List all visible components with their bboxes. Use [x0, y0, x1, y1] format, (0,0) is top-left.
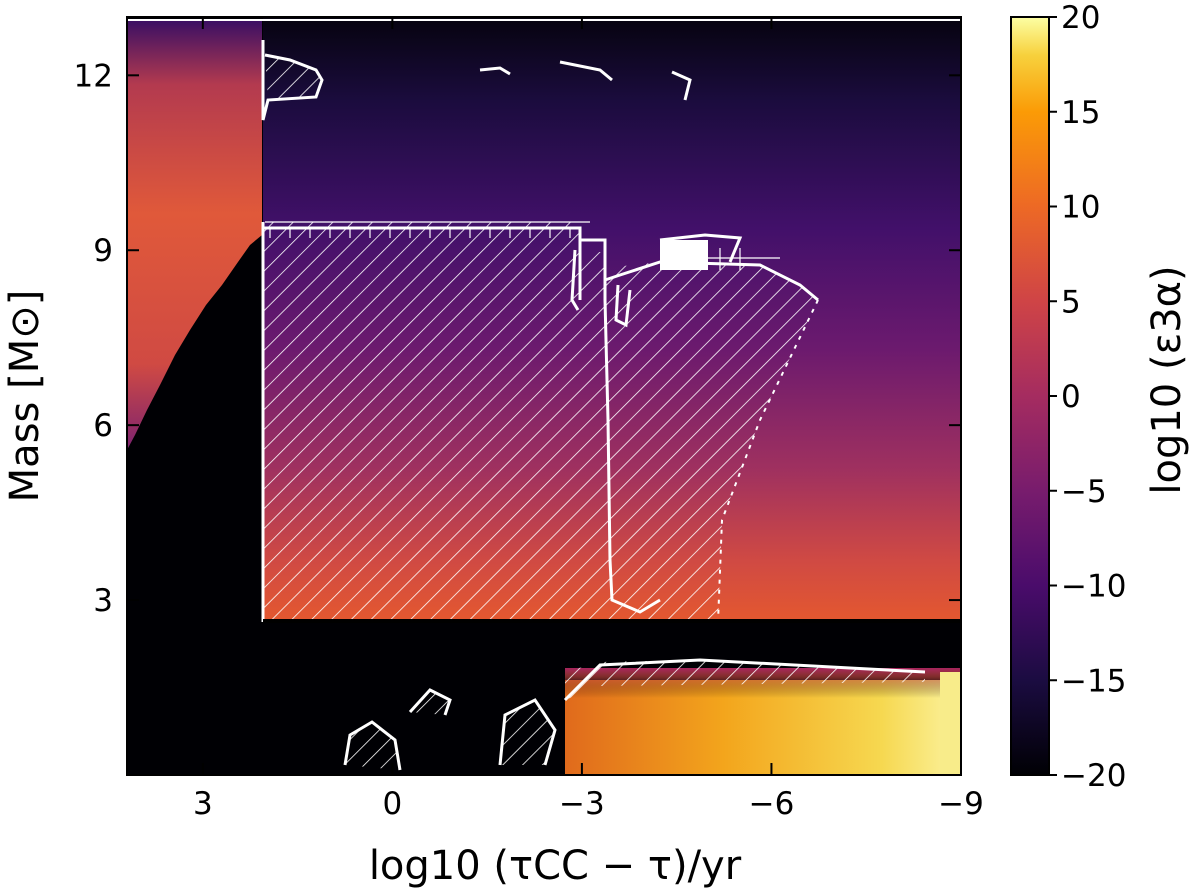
colorbar-tick-label: −15	[1061, 663, 1126, 699]
colorbar-tick-label: 0	[1061, 379, 1081, 415]
colorbar-tick-label: 20	[1061, 0, 1100, 36]
y-tick-label: 6	[93, 408, 113, 444]
x-tick-label: 0	[382, 786, 402, 822]
colorbar-tick-label: −20	[1061, 758, 1126, 794]
y-tick-label: 9	[93, 233, 113, 269]
colorbar-tick-label: −5	[1061, 474, 1107, 510]
heatmap	[127, 17, 961, 775]
heatmap-region-core-strip	[940, 672, 961, 775]
colorbar-tick-label: 10	[1061, 190, 1100, 226]
x-tick-label: 3	[193, 786, 213, 822]
convective-zone-top	[265, 55, 322, 100]
heatmap-region-early	[127, 20, 262, 450]
colorbar-label-text: log10 (ε3α)	[1144, 265, 1190, 494]
colorbar-tick-label: 15	[1061, 95, 1100, 131]
x-tick-label: −3	[559, 786, 605, 822]
colorbar-tick-label: 5	[1061, 284, 1081, 320]
plot-frame	[126, 16, 962, 776]
y-tick-label: 12	[74, 58, 113, 94]
boundary-band	[263, 619, 961, 623]
colorbar-label: log10 (ε3α)	[1144, 265, 1190, 494]
y-axis-label: Mass [M⊙]	[2, 290, 48, 503]
y-axis: 3 6 9 12	[74, 58, 961, 619]
y-tick-label: 3	[93, 583, 113, 619]
x-axis: 3 0 −3 −6 −9	[193, 17, 984, 822]
crossed-markers	[265, 221, 780, 270]
x-tick-label: −9	[938, 786, 984, 822]
convective-zone-core	[565, 660, 925, 700]
colorbar	[1010, 16, 1050, 776]
x-tick-label: −6	[749, 786, 795, 822]
convective-zone-main	[263, 222, 818, 622]
x-axis-label: log10 (τCC − τ)/yr	[369, 843, 742, 889]
y-axis-label-text: Mass [M⊙]	[2, 290, 48, 503]
colorbar-tick-label: −10	[1061, 569, 1126, 605]
colorbar-axis: 20 15 10 5 0 −5 −10 −15 −20	[1049, 0, 1126, 794]
x-axis-label-text: log10 (τCC − τ)/yr	[369, 843, 742, 889]
convective-boundaries	[128, 19, 961, 771]
